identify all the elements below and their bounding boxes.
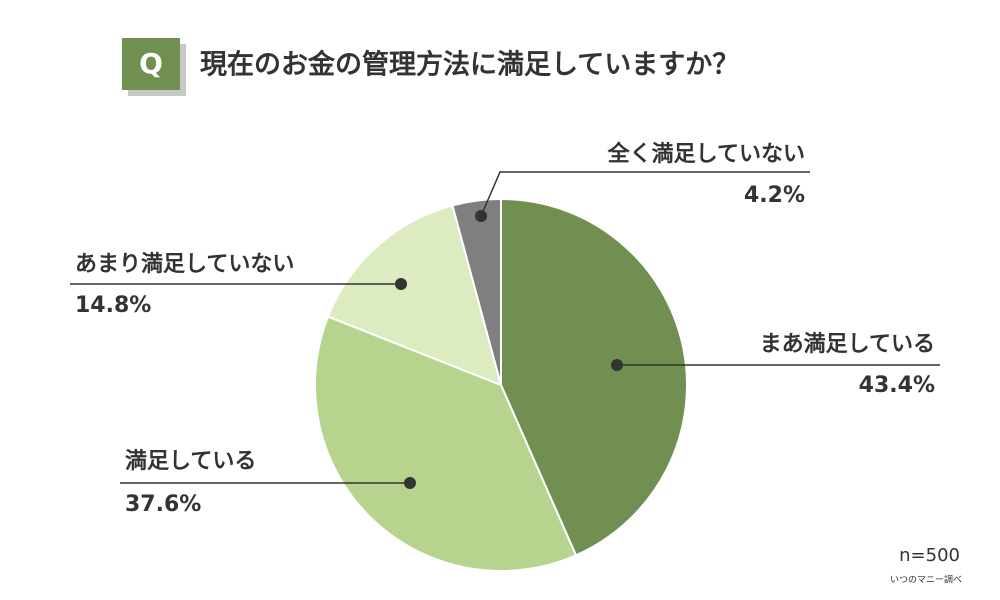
slice-label: 全く満足していない: [607, 141, 805, 167]
slice-value: 4.2%: [744, 183, 805, 208]
leader-line: [480, 171, 810, 217]
leader-dot: [395, 278, 407, 290]
source: いつのマニー調べ: [890, 574, 962, 586]
pie-slice: [500, 197, 688, 557]
slice-label: まあ満足している: [760, 331, 935, 357]
slice-value: 14.8%: [75, 293, 151, 318]
leader-dot: [404, 477, 416, 489]
pie-slice: [314, 315, 578, 572]
leader-dot: [475, 210, 487, 222]
pie-slice: [451, 197, 502, 386]
badge-text: Q: [139, 47, 163, 80]
badge: [122, 38, 180, 90]
slice-value: 37.6%: [125, 492, 201, 517]
sample-size: n=500: [899, 545, 960, 566]
slice-value: 43.4%: [859, 373, 935, 398]
chart-title: 現在のお金の管理方法に満足していますか？: [200, 49, 739, 81]
slice-label: 満足している: [125, 448, 256, 474]
slice-label: あまり満足していない: [75, 251, 294, 277]
leader-dot: [611, 359, 623, 371]
pie-slice: [326, 204, 503, 387]
